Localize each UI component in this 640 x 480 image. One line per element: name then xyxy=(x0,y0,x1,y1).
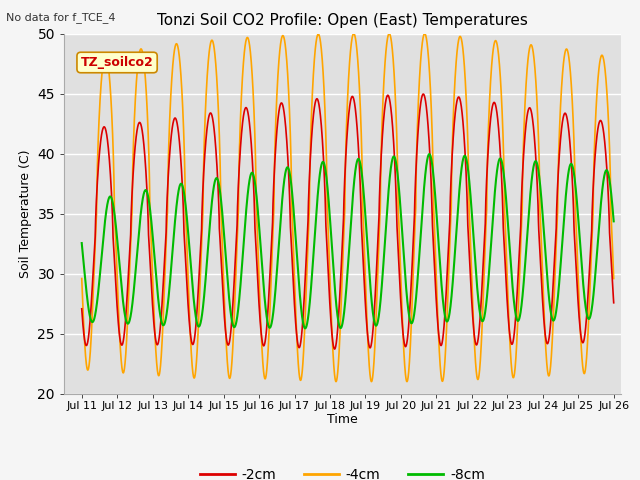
Text: No data for f_TCE_4: No data for f_TCE_4 xyxy=(6,12,116,23)
X-axis label: Time: Time xyxy=(327,413,358,426)
Title: Tonzi Soil CO2 Profile: Open (East) Temperatures: Tonzi Soil CO2 Profile: Open (East) Temp… xyxy=(157,13,528,28)
Y-axis label: Soil Temperature (C): Soil Temperature (C) xyxy=(19,149,32,278)
Legend: -2cm, -4cm, -8cm: -2cm, -4cm, -8cm xyxy=(195,462,490,480)
Text: TZ_soilco2: TZ_soilco2 xyxy=(81,56,154,69)
